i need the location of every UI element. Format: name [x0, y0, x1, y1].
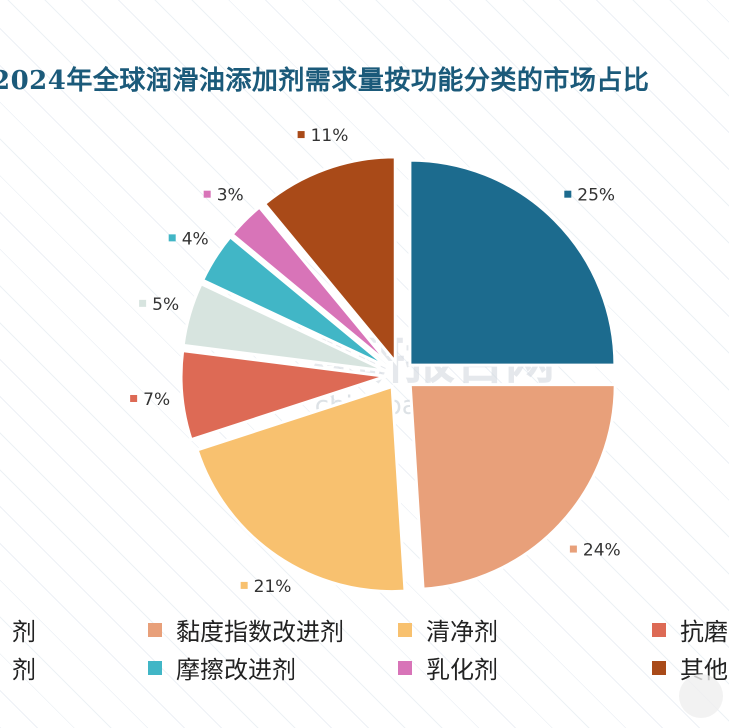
pie-slice-6	[230, 205, 392, 367]
data-label-0: 25%	[577, 186, 615, 206]
pie-slice-0	[408, 158, 617, 367]
legend-label-2: 清净剂	[426, 618, 498, 646]
data-label-7: 11%	[311, 126, 349, 146]
legend-label-1: 黏度指数改进剂	[176, 618, 344, 646]
legend-swatch-1	[148, 622, 162, 637]
data-label-3: 7%	[143, 390, 170, 410]
data-label-2: 21%	[254, 577, 292, 597]
data-label-marker-0	[564, 190, 572, 198]
pie-slice-3	[179, 348, 387, 442]
legend-item-6: 乳化剂	[398, 650, 498, 685]
legend-label-0: 剂	[12, 618, 36, 646]
pie-slice-4	[181, 281, 388, 373]
legend-swatch-5	[148, 660, 162, 675]
legend-item-2: 清净剂	[398, 612, 498, 647]
legend-swatch-7	[652, 660, 666, 675]
legend: 剂 黏度指数改进剂 清净剂 抗磨 剂 摩擦改进剂 乳化剂 其他	[0, 604, 729, 728]
legend-item-5: 摩擦改进剂	[148, 650, 296, 685]
data-label-marker-7	[297, 131, 305, 139]
legend-label-6: 乳化剂	[426, 656, 498, 684]
legend-item-0: 剂	[0, 612, 36, 647]
data-label-marker-1	[569, 545, 577, 553]
legend-label-3: 抗磨	[680, 618, 728, 646]
legend-swatch-3	[652, 622, 666, 637]
pie-slice-2	[195, 384, 407, 594]
data-label-6: 3%	[217, 186, 244, 206]
chart-title: 2024年全球润滑油添加剂需求量按功能分类的市场占比	[0, 66, 650, 96]
data-label-marker-3	[130, 394, 138, 402]
pie-slice-5	[200, 234, 390, 369]
legend-label-5: 摩擦改进剂	[176, 656, 296, 684]
pie-slice-7	[262, 155, 397, 366]
legend-item-1: 黏度指数改进剂	[148, 612, 344, 647]
legend-item-3: 抗磨	[652, 612, 728, 647]
data-label-1: 24%	[583, 541, 621, 561]
pie-slice-1	[408, 383, 617, 591]
data-label-4: 5%	[152, 295, 179, 315]
legend-label-4: 剂	[12, 656, 36, 684]
legend-swatch-2	[398, 622, 412, 637]
data-label-marker-2	[240, 581, 248, 589]
data-label-5: 4%	[182, 229, 209, 249]
logo-badge	[679, 674, 723, 718]
data-label-marker-5	[168, 234, 176, 242]
data-label-marker-6	[203, 190, 211, 198]
legend-item-4: 剂	[0, 650, 36, 685]
legend-swatch-6	[398, 660, 412, 675]
data-label-marker-4	[139, 299, 147, 307]
